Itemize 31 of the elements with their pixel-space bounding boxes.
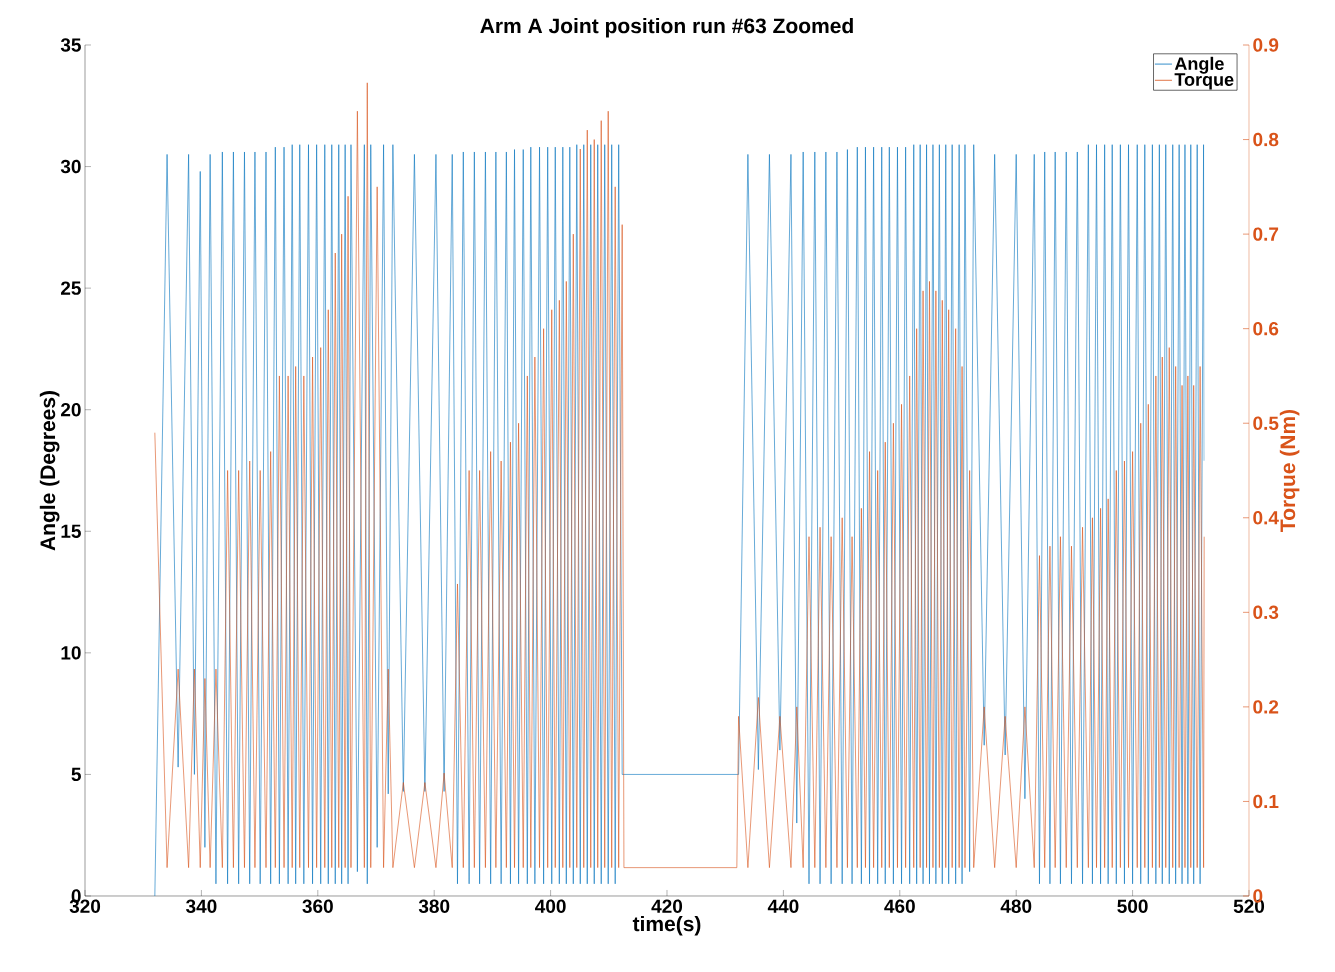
y-tick-label: 25	[60, 281, 81, 295]
y-tick-label: 35	[60, 38, 81, 52]
legend-label: Torque	[1174, 73, 1234, 90]
chart-title: Arm A Joint position run #63 Zoomed	[480, 17, 853, 38]
y2-tick-label: 0.1	[1253, 794, 1279, 809]
y-axis-title: Angle (Degrees)	[39, 391, 60, 551]
x-tick-label: 460	[884, 899, 915, 913]
x-tick-label: 480	[1000, 899, 1032, 913]
x-axis-title: time(s)	[632, 915, 701, 936]
y-tick-label: 15	[61, 524, 81, 538]
y-tick-label: 5	[71, 767, 81, 782]
y2-tick-label: 0.4	[1253, 511, 1279, 525]
x-tick-label: 400	[535, 899, 566, 913]
y2-axis-title: Torque (Nm)	[1279, 409, 1300, 532]
y-tick-label: 10	[61, 646, 81, 660]
x-tick-label: 380	[418, 899, 450, 914]
x-tick-label: 340	[185, 899, 217, 914]
y2-tick-label: 0.7	[1253, 227, 1279, 241]
y2-tick-label: 0.3	[1253, 605, 1279, 620]
x-tick-label: 360	[302, 899, 333, 914]
y2-tick-label: 0.9	[1253, 38, 1279, 52]
y2-tick-label: 0.5	[1253, 416, 1279, 430]
x-tick-label: 440	[767, 899, 799, 913]
y-tick-label: 20	[60, 402, 81, 417]
y2-tick-label: 0.8	[1253, 132, 1279, 147]
y-tick-label: 30	[60, 159, 81, 174]
x-tick-label: 420	[651, 899, 683, 913]
y2-tick-label: 0.6	[1253, 321, 1279, 336]
x-tick-label: 500	[1117, 899, 1148, 913]
y2-tick-label: 0.2	[1253, 700, 1279, 714]
legend-label: Angle	[1174, 56, 1224, 74]
